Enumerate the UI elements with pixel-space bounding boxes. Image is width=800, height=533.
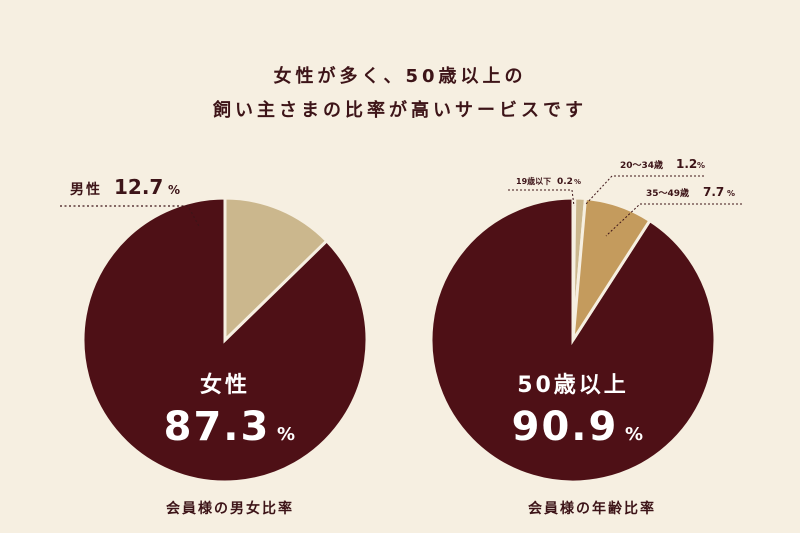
- age-35-49-unit: %: [727, 189, 735, 198]
- chart-labels: 女性 87.3 % 男性 12.7 % 50歳以上 90.9 % 19歳以下 0.2 % 20～34歳 1…: [60, 157, 742, 450]
- age-main-label: 50歳以上: [517, 373, 629, 398]
- headline-line-2: 飼い主さまの比率が高いサービスです: [213, 100, 587, 121]
- age-slice-3: [571, 196, 652, 341]
- male-leader-line: [60, 205, 201, 229]
- age-chart-caption: 会員様の年齢比率: [528, 501, 656, 517]
- male-label: 男性: [70, 181, 102, 198]
- age-under19-leader: [508, 189, 575, 207]
- age-main-unit: %: [625, 424, 643, 445]
- age-20-34-label: 20～34歳: [620, 159, 663, 171]
- gender-chart-caption: 会員様の男女比率: [166, 501, 294, 517]
- age-20-34-value: 1.2: [676, 157, 697, 171]
- age-35-49-label: 35～49歳: [646, 187, 689, 199]
- gender-main-value: 87.3: [164, 404, 271, 450]
- male-value: 12.7: [114, 175, 163, 199]
- gender-pie-chart: [81, 196, 369, 484]
- age-main-value: 90.9: [512, 404, 619, 450]
- age-under19-unit: %: [574, 178, 581, 186]
- age-35-49-leader: [605, 203, 742, 237]
- age-35-49-value: 7.7: [703, 185, 724, 199]
- gender-main-label: 女性: [200, 372, 250, 398]
- age-under19-value: 0.2: [557, 177, 573, 187]
- headline-line-1: 女性が多く、50歳以上の: [273, 66, 527, 87]
- age-20-34-leader: [585, 175, 704, 205]
- gender-slice-1: [223, 196, 329, 344]
- male-unit: %: [168, 183, 180, 197]
- gender-main-unit: %: [277, 424, 295, 445]
- age-pie-chart: [429, 196, 717, 484]
- age-under19-label: 19歳以下: [516, 176, 551, 186]
- age-20-34-unit: %: [697, 161, 705, 170]
